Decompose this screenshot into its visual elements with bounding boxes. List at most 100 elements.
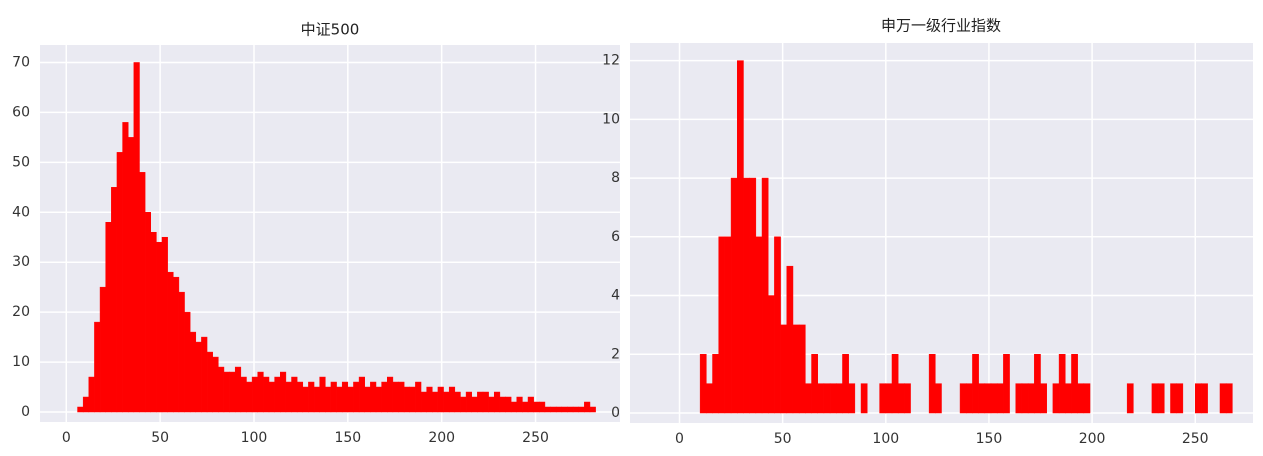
bar — [1170, 383, 1177, 414]
bar — [836, 383, 843, 414]
y-tick-label: 2 — [611, 346, 620, 362]
bar — [904, 383, 911, 414]
bar — [891, 354, 899, 414]
x-tick-label: 100 — [872, 431, 899, 447]
bar — [1077, 383, 1085, 414]
bar — [212, 356, 219, 413]
bar — [972, 354, 979, 414]
bar — [341, 381, 349, 413]
bar — [460, 396, 467, 413]
bar — [860, 383, 868, 414]
bar — [296, 381, 304, 413]
bar — [829, 383, 837, 414]
bar — [1201, 383, 1208, 414]
y-tick-label: 50 — [12, 154, 30, 170]
bar — [842, 354, 849, 414]
y-tick-label: 8 — [611, 170, 620, 186]
bar — [767, 295, 775, 414]
bar — [375, 386, 382, 413]
bar — [99, 286, 106, 413]
bar — [409, 386, 416, 413]
bar — [730, 177, 738, 414]
bar — [996, 383, 1004, 414]
bar — [1071, 354, 1078, 414]
bar — [493, 391, 501, 413]
bar — [1027, 383, 1035, 414]
bar — [527, 396, 534, 413]
bar — [116, 152, 123, 413]
bar — [978, 383, 986, 414]
bar — [437, 386, 444, 413]
y-tick-label: 60 — [12, 104, 30, 120]
bar — [516, 396, 523, 413]
bar — [1126, 383, 1134, 414]
x-tick-label: 200 — [428, 430, 455, 446]
x-tick-label: 0 — [675, 431, 684, 447]
bar — [77, 406, 84, 413]
bar — [313, 386, 320, 413]
bar — [823, 383, 831, 414]
chart-title: 申万一级行业指数 — [881, 17, 1001, 35]
bar — [897, 383, 905, 414]
bar — [465, 391, 472, 413]
bar — [353, 381, 360, 413]
bar — [510, 401, 518, 413]
bar — [984, 383, 992, 414]
bar — [330, 381, 337, 413]
bar — [885, 383, 893, 414]
bar — [706, 383, 713, 414]
bar — [848, 383, 856, 414]
bar — [712, 354, 719, 414]
x-tick-label: 150 — [976, 431, 1003, 447]
bar — [364, 386, 371, 413]
bar — [1151, 383, 1159, 414]
bar — [150, 231, 157, 413]
bar — [443, 391, 450, 413]
bar — [370, 381, 377, 413]
bar — [477, 391, 484, 413]
y-tick-label: 70 — [12, 54, 30, 70]
y-tick-label: 0 — [21, 404, 30, 420]
bar — [798, 324, 806, 414]
bar — [699, 354, 707, 414]
bar — [879, 383, 887, 414]
bar — [805, 383, 812, 414]
bar — [403, 386, 411, 413]
bar — [189, 331, 197, 413]
x-tick-label: 50 — [774, 431, 792, 447]
bar — [1034, 354, 1041, 414]
bar — [935, 383, 942, 414]
bar — [454, 391, 461, 413]
bar — [251, 376, 258, 413]
bar — [105, 222, 112, 413]
bar — [1058, 354, 1066, 414]
bar — [724, 236, 732, 414]
bar — [471, 396, 478, 413]
bar — [1176, 383, 1184, 414]
bar — [533, 401, 540, 413]
x-tick-label: 150 — [334, 430, 361, 446]
bar — [392, 381, 399, 413]
bar — [178, 291, 185, 413]
bar — [426, 386, 433, 413]
bar — [572, 406, 579, 413]
chart-title: 中证500 — [301, 21, 360, 39]
bar — [505, 396, 512, 413]
bar — [761, 177, 769, 414]
bar — [122, 122, 129, 413]
bar — [82, 396, 90, 413]
y-tick-label: 30 — [12, 254, 30, 270]
bar — [195, 341, 202, 413]
bar — [432, 391, 439, 413]
bar — [1225, 383, 1233, 414]
bar — [291, 376, 298, 413]
bar — [111, 187, 118, 413]
bar — [488, 396, 495, 413]
bar — [184, 311, 191, 413]
bar — [755, 236, 763, 414]
y-tick-label: 10 — [12, 354, 30, 370]
bar — [420, 391, 427, 413]
x-tick-label: 50 — [151, 430, 169, 446]
bar — [347, 386, 354, 413]
bar — [358, 376, 365, 413]
